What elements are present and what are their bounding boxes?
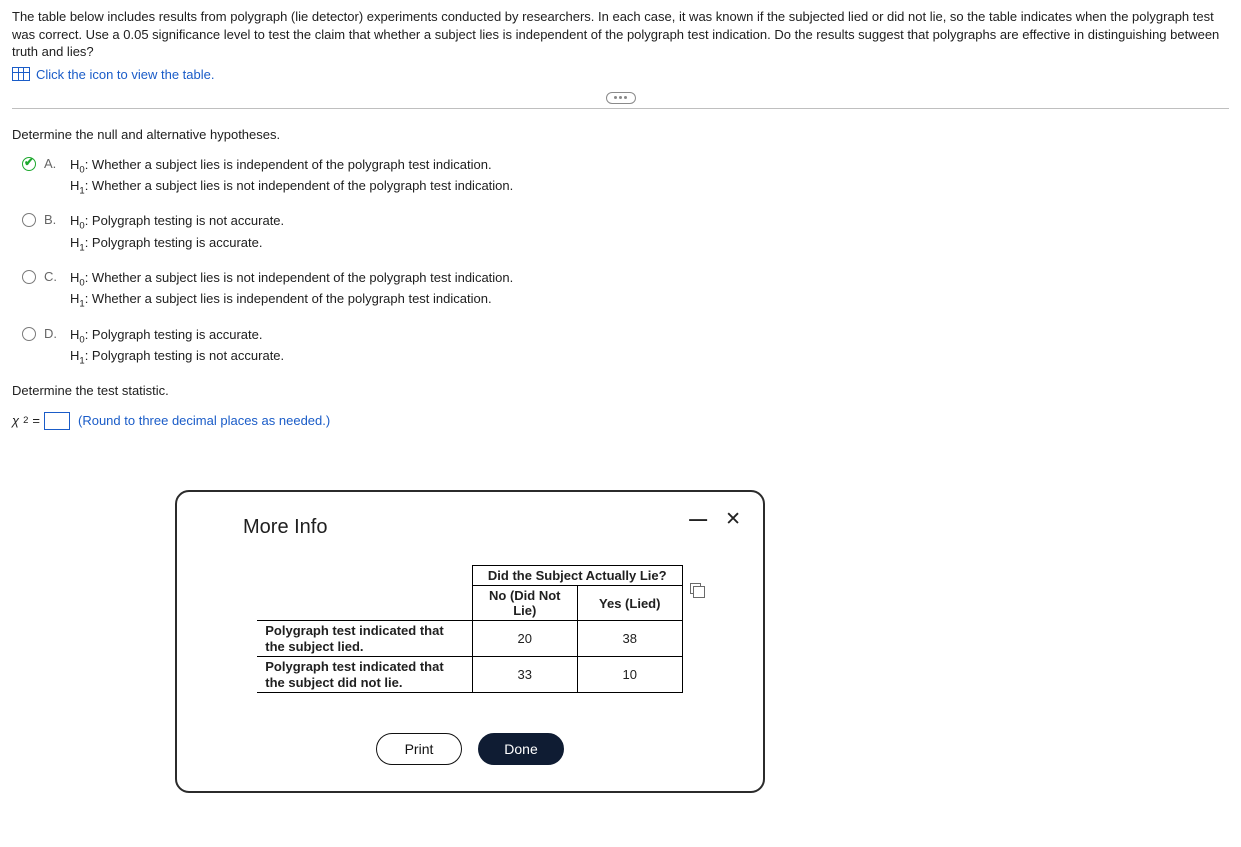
radio-c[interactable]	[22, 270, 36, 284]
radio-a[interactable]	[22, 157, 36, 171]
h0-text: Polygraph testing is not accurate.	[92, 213, 284, 228]
chi-square-input[interactable]	[44, 412, 70, 430]
h1-text: Whether a subject lies is not independen…	[92, 178, 513, 193]
chi-square-row: χ2 = (Round to three decimal places as n…	[12, 412, 1229, 430]
table-corner	[257, 566, 472, 621]
minimize-icon[interactable]: ―	[689, 509, 707, 530]
h-label: H	[70, 270, 79, 285]
h0-line: H0: Polygraph testing is not accurate.	[70, 212, 284, 233]
copy-table-icon[interactable]	[690, 583, 701, 594]
h-label: H	[70, 291, 79, 306]
option-a: A. H0: Whether a subject lies is indepen…	[22, 156, 1229, 199]
h1-text: Polygraph testing is accurate.	[92, 235, 263, 250]
row2-label: Polygraph test indicated that the subjec…	[257, 657, 472, 693]
colon: :	[85, 327, 92, 342]
colon: :	[85, 270, 92, 285]
colon: :	[85, 291, 92, 306]
h-label: H	[70, 327, 79, 342]
h0-line: H0: Whether a subject lies is independen…	[70, 156, 513, 177]
chi-symbol: χ	[12, 413, 19, 428]
colon: :	[85, 157, 92, 172]
close-icon[interactable]: ✕	[725, 508, 741, 531]
row1-label: Polygraph test indicated that the subjec…	[257, 621, 472, 657]
collapse-pill[interactable]	[606, 92, 636, 104]
table-question-header: Did the Subject Actually Lie?	[472, 566, 682, 586]
table-icon[interactable]	[12, 67, 30, 81]
h-label: H	[70, 348, 79, 363]
option-d: D. H0: Polygraph testing is accurate. H1…	[22, 326, 1229, 369]
test-statistic-prompt: Determine the test statistic.	[12, 383, 1229, 398]
cell-r2c2: 10	[577, 657, 682, 693]
colon: :	[85, 213, 92, 228]
h0-text: Whether a subject lies is not independen…	[92, 270, 513, 285]
col-no: No (Did Not Lie)	[472, 586, 577, 621]
view-table-link[interactable]: Click the icon to view the table.	[36, 67, 214, 82]
colon: :	[85, 235, 92, 250]
option-letter: D.	[44, 326, 62, 341]
cell-r2c1: 33	[472, 657, 577, 693]
h1-text: Whether a subject lies is independent of…	[92, 291, 492, 306]
cell-r1c1: 20	[472, 621, 577, 657]
chi-exponent: 2	[23, 415, 28, 426]
h1-line: H1: Polygraph testing is accurate.	[70, 234, 284, 255]
divider	[12, 108, 1229, 109]
h-label: H	[70, 178, 79, 193]
option-b: B. H0: Polygraph testing is not accurate…	[22, 212, 1229, 255]
option-c: C. H0: Whether a subject lies is not ind…	[22, 269, 1229, 312]
cell-r1c2: 38	[577, 621, 682, 657]
h-label: H	[70, 157, 79, 172]
h1-line: H1: Whether a subject lies is independen…	[70, 290, 513, 311]
question-intro: The table below includes results from po…	[12, 8, 1229, 61]
print-button[interactable]: Print	[376, 733, 462, 765]
h1-line: H1: Whether a subject lies is not indepe…	[70, 177, 513, 198]
option-letter: B.	[44, 212, 62, 227]
polygraph-table: Did the Subject Actually Lie? No (Did No…	[257, 565, 683, 693]
modal-title: More Info	[243, 516, 737, 539]
radio-d[interactable]	[22, 327, 36, 341]
h0-line: H0: Polygraph testing is accurate.	[70, 326, 284, 347]
rounding-hint: (Round to three decimal places as needed…	[78, 413, 330, 428]
colon: :	[85, 178, 92, 193]
radio-b[interactable]	[22, 213, 36, 227]
h0-text: Polygraph testing is accurate.	[92, 327, 263, 342]
done-button[interactable]: Done	[478, 733, 564, 765]
h-label: H	[70, 213, 79, 228]
h1-text: Polygraph testing is not accurate.	[92, 348, 284, 363]
h0-text: Whether a subject lies is independent of…	[92, 157, 492, 172]
h0-line: H0: Whether a subject lies is not indepe…	[70, 269, 513, 290]
equals-sign: =	[32, 413, 40, 428]
colon: :	[85, 348, 92, 363]
h1-line: H1: Polygraph testing is not accurate.	[70, 347, 284, 368]
more-info-modal: ― ✕ More Info Did the Subject Actually L…	[175, 490, 765, 793]
options-group: A. H0: Whether a subject lies is indepen…	[12, 156, 1229, 369]
col-yes: Yes (Lied)	[577, 586, 682, 621]
option-letter: C.	[44, 269, 62, 284]
hypotheses-prompt: Determine the null and alternative hypot…	[12, 127, 1229, 142]
option-letter: A.	[44, 156, 62, 171]
h-label: H	[70, 235, 79, 250]
